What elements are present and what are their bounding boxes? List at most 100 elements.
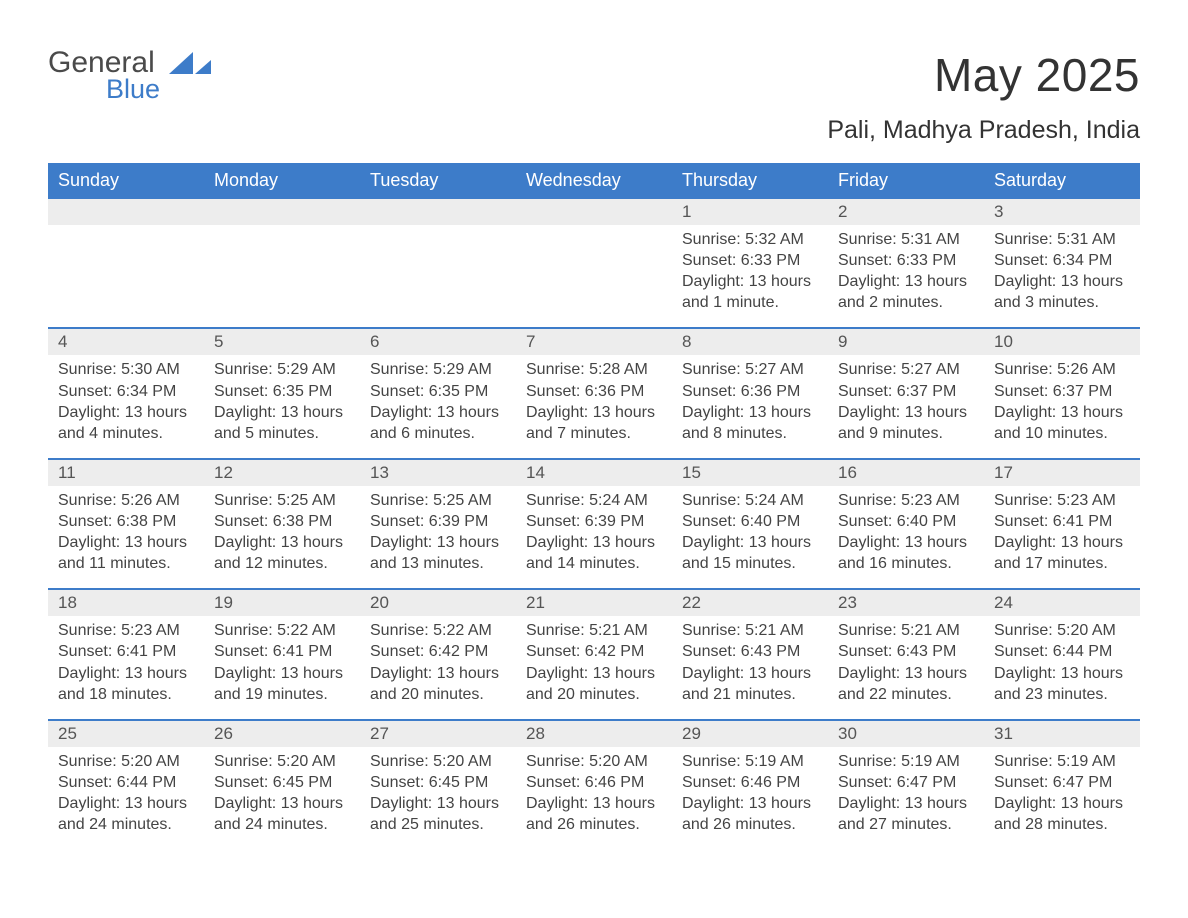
page: General Blue May 2025 Pali, Madhya Prade… xyxy=(0,0,1188,881)
day-details: Sunrise: 5:32 AMSunset: 6:33 PMDaylight:… xyxy=(672,225,828,313)
sunrise-line: Sunrise: 5:23 AM xyxy=(994,490,1130,511)
sunset-line: Sunset: 6:45 PM xyxy=(214,772,350,793)
sunrise-line: Sunrise: 5:20 AM xyxy=(994,620,1130,641)
sunrise-line: Sunrise: 5:31 AM xyxy=(994,229,1130,250)
sunrise-line: Sunrise: 5:20 AM xyxy=(370,751,506,772)
daylight-line: Daylight: 13 hours and 15 minutes. xyxy=(682,532,818,574)
calendar-cell: 16Sunrise: 5:23 AMSunset: 6:40 PMDayligh… xyxy=(828,460,984,588)
sunset-line: Sunset: 6:37 PM xyxy=(838,381,974,402)
day-details: Sunrise: 5:20 AMSunset: 6:45 PMDaylight:… xyxy=(204,747,360,835)
calendar-body: 1Sunrise: 5:32 AMSunset: 6:33 PMDaylight… xyxy=(48,199,1140,849)
day-number: 15 xyxy=(672,460,828,486)
daylight-line: Daylight: 13 hours and 4 minutes. xyxy=(58,402,194,444)
day-number xyxy=(48,199,204,225)
sunset-line: Sunset: 6:47 PM xyxy=(994,772,1130,793)
title-block: May 2025 Pali, Madhya Pradesh, India xyxy=(827,48,1140,145)
day-number: 19 xyxy=(204,590,360,616)
sunset-line: Sunset: 6:40 PM xyxy=(682,511,818,532)
calendar-cell: 19Sunrise: 5:22 AMSunset: 6:41 PMDayligh… xyxy=(204,590,360,718)
page-title: May 2025 xyxy=(827,48,1140,102)
daylight-line: Daylight: 13 hours and 9 minutes. xyxy=(838,402,974,444)
sunset-line: Sunset: 6:36 PM xyxy=(682,381,818,402)
day-number: 30 xyxy=(828,721,984,747)
day-details: Sunrise: 5:22 AMSunset: 6:42 PMDaylight:… xyxy=(360,616,516,704)
sunrise-line: Sunrise: 5:20 AM xyxy=(58,751,194,772)
calendar-cell: 13Sunrise: 5:25 AMSunset: 6:39 PMDayligh… xyxy=(360,460,516,588)
day-number: 11 xyxy=(48,460,204,486)
sunset-line: Sunset: 6:42 PM xyxy=(526,641,662,662)
day-details: Sunrise: 5:24 AMSunset: 6:39 PMDaylight:… xyxy=(516,486,672,574)
sunrise-line: Sunrise: 5:27 AM xyxy=(838,359,974,380)
day-number: 3 xyxy=(984,199,1140,225)
daylight-line: Daylight: 13 hours and 23 minutes. xyxy=(994,663,1130,705)
day-number: 8 xyxy=(672,329,828,355)
calendar: SundayMondayTuesdayWednesdayThursdayFrid… xyxy=(48,163,1140,849)
calendar-cell: 15Sunrise: 5:24 AMSunset: 6:40 PMDayligh… xyxy=(672,460,828,588)
daylight-line: Daylight: 13 hours and 27 minutes. xyxy=(838,793,974,835)
day-number: 27 xyxy=(360,721,516,747)
day-number: 28 xyxy=(516,721,672,747)
brand-word2: Blue xyxy=(106,76,269,103)
daylight-line: Daylight: 13 hours and 7 minutes. xyxy=(526,402,662,444)
sunset-line: Sunset: 6:44 PM xyxy=(994,641,1130,662)
sunset-line: Sunset: 6:35 PM xyxy=(370,381,506,402)
day-number: 9 xyxy=(828,329,984,355)
calendar-cell: 18Sunrise: 5:23 AMSunset: 6:41 PMDayligh… xyxy=(48,590,204,718)
day-number: 29 xyxy=(672,721,828,747)
sunrise-line: Sunrise: 5:22 AM xyxy=(214,620,350,641)
sunrise-line: Sunrise: 5:23 AM xyxy=(838,490,974,511)
calendar-week: 25Sunrise: 5:20 AMSunset: 6:44 PMDayligh… xyxy=(48,719,1140,849)
calendar-cell: 5Sunrise: 5:29 AMSunset: 6:35 PMDaylight… xyxy=(204,329,360,457)
sunset-line: Sunset: 6:43 PM xyxy=(682,641,818,662)
day-of-week-header: SundayMondayTuesdayWednesdayThursdayFrid… xyxy=(48,163,1140,199)
day-number: 25 xyxy=(48,721,204,747)
daylight-line: Daylight: 13 hours and 21 minutes. xyxy=(682,663,818,705)
sunset-line: Sunset: 6:39 PM xyxy=(526,511,662,532)
daylight-line: Daylight: 13 hours and 28 minutes. xyxy=(994,793,1130,835)
day-details: Sunrise: 5:24 AMSunset: 6:40 PMDaylight:… xyxy=(672,486,828,574)
calendar-cell xyxy=(516,199,672,327)
calendar-cell: 21Sunrise: 5:21 AMSunset: 6:42 PMDayligh… xyxy=(516,590,672,718)
day-details: Sunrise: 5:23 AMSunset: 6:41 PMDaylight:… xyxy=(984,486,1140,574)
sunrise-line: Sunrise: 5:30 AM xyxy=(58,359,194,380)
daylight-line: Daylight: 13 hours and 25 minutes. xyxy=(370,793,506,835)
sunrise-line: Sunrise: 5:25 AM xyxy=(370,490,506,511)
day-number: 21 xyxy=(516,590,672,616)
calendar-cell: 27Sunrise: 5:20 AMSunset: 6:45 PMDayligh… xyxy=(360,721,516,849)
daylight-line: Daylight: 13 hours and 20 minutes. xyxy=(526,663,662,705)
day-details: Sunrise: 5:21 AMSunset: 6:43 PMDaylight:… xyxy=(828,616,984,704)
dow-label: Monday xyxy=(204,163,360,199)
daylight-line: Daylight: 13 hours and 10 minutes. xyxy=(994,402,1130,444)
dow-label: Thursday xyxy=(672,163,828,199)
sunset-line: Sunset: 6:38 PM xyxy=(58,511,194,532)
sunrise-line: Sunrise: 5:21 AM xyxy=(838,620,974,641)
daylight-line: Daylight: 13 hours and 14 minutes. xyxy=(526,532,662,574)
calendar-cell xyxy=(360,199,516,327)
day-details: Sunrise: 5:20 AMSunset: 6:44 PMDaylight:… xyxy=(48,747,204,835)
day-details: Sunrise: 5:30 AMSunset: 6:34 PMDaylight:… xyxy=(48,355,204,443)
calendar-cell: 7Sunrise: 5:28 AMSunset: 6:36 PMDaylight… xyxy=(516,329,672,457)
day-number: 31 xyxy=(984,721,1140,747)
daylight-line: Daylight: 13 hours and 20 minutes. xyxy=(370,663,506,705)
calendar-week: 1Sunrise: 5:32 AMSunset: 6:33 PMDaylight… xyxy=(48,199,1140,327)
sunset-line: Sunset: 6:37 PM xyxy=(994,381,1130,402)
day-number: 16 xyxy=(828,460,984,486)
sunrise-line: Sunrise: 5:27 AM xyxy=(682,359,818,380)
day-details: Sunrise: 5:28 AMSunset: 6:36 PMDaylight:… xyxy=(516,355,672,443)
calendar-cell: 2Sunrise: 5:31 AMSunset: 6:33 PMDaylight… xyxy=(828,199,984,327)
daylight-line: Daylight: 13 hours and 6 minutes. xyxy=(370,402,506,444)
page-subtitle: Pali, Madhya Pradesh, India xyxy=(827,116,1140,145)
day-details: Sunrise: 5:19 AMSunset: 6:47 PMDaylight:… xyxy=(828,747,984,835)
calendar-cell: 14Sunrise: 5:24 AMSunset: 6:39 PMDayligh… xyxy=(516,460,672,588)
day-details: Sunrise: 5:31 AMSunset: 6:34 PMDaylight:… xyxy=(984,225,1140,313)
sunset-line: Sunset: 6:46 PM xyxy=(682,772,818,793)
sunrise-line: Sunrise: 5:24 AM xyxy=(682,490,818,511)
daylight-line: Daylight: 13 hours and 26 minutes. xyxy=(682,793,818,835)
day-number: 17 xyxy=(984,460,1140,486)
calendar-cell xyxy=(204,199,360,327)
sunset-line: Sunset: 6:41 PM xyxy=(58,641,194,662)
sunset-line: Sunset: 6:43 PM xyxy=(838,641,974,662)
dow-label: Friday xyxy=(828,163,984,199)
day-details: Sunrise: 5:29 AMSunset: 6:35 PMDaylight:… xyxy=(360,355,516,443)
sunrise-line: Sunrise: 5:21 AM xyxy=(682,620,818,641)
